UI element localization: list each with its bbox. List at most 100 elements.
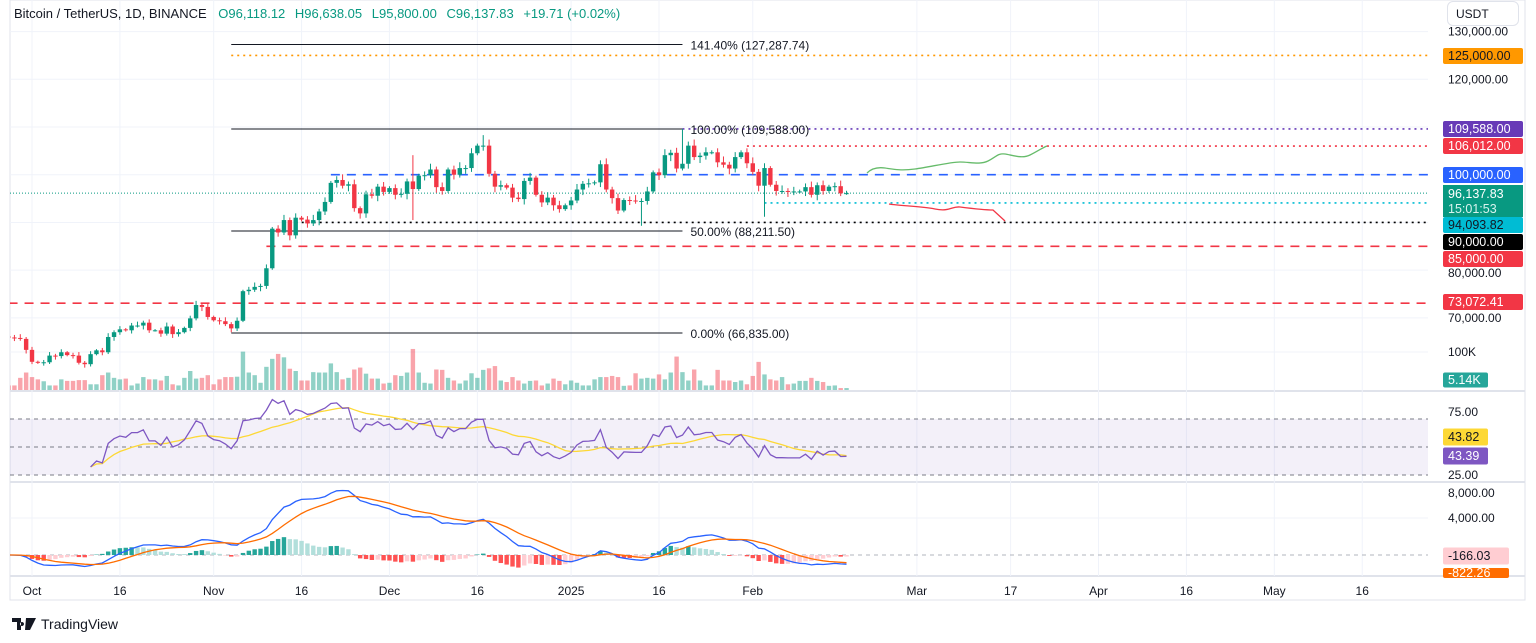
macd-histogram-bar	[680, 547, 685, 555]
candle	[170, 324, 175, 338]
candle-body	[258, 285, 263, 287]
candle	[135, 321, 140, 328]
candle	[100, 347, 105, 356]
volume-bar	[94, 384, 99, 390]
macd-histogram-bar	[691, 547, 697, 555]
candle-body	[117, 329, 123, 333]
volume-bar	[322, 372, 328, 390]
volume-bar	[645, 377, 650, 390]
candle-body	[463, 168, 468, 170]
candle-body	[563, 205, 568, 210]
candle	[410, 155, 416, 221]
candle	[398, 188, 404, 198]
x-tick-label: 16	[1180, 584, 1194, 598]
rsi-tag: 43.39	[1443, 447, 1488, 465]
currency-button[interactable]: USDT	[1447, 1, 1519, 26]
price-tag-bg	[1443, 167, 1523, 183]
price-tag: 90,000.00	[1443, 234, 1523, 250]
candle	[246, 286, 252, 295]
volume-bar	[639, 378, 644, 390]
volume-bar	[346, 377, 351, 390]
price-tag: 94,093.82	[1443, 217, 1523, 233]
candle	[551, 194, 556, 211]
price-tag-text: 100,000.00	[1448, 168, 1511, 182]
macd-histogram-bar	[785, 555, 791, 564]
volume-bar	[404, 372, 410, 390]
candle-body	[492, 173, 498, 187]
volume-bar	[76, 380, 82, 390]
volume-bar	[252, 375, 257, 390]
candle	[334, 176, 339, 188]
rsi-ma-line	[90, 407, 847, 468]
candle-body	[316, 211, 322, 221]
candle	[680, 128, 685, 171]
price-tag: 125,000.00	[1443, 48, 1523, 64]
candle-body	[457, 168, 462, 175]
candle	[275, 225, 281, 237]
macd-histogram-bar	[844, 555, 849, 557]
volume-bar	[410, 348, 416, 390]
volume-bar	[117, 379, 123, 390]
tradingview-logo[interactable]: TradingView	[12, 616, 118, 632]
candle-body	[12, 337, 17, 339]
candle-body	[785, 190, 791, 192]
candle	[76, 352, 82, 365]
volume-bar	[375, 378, 380, 390]
candle	[193, 300, 199, 321]
candle	[440, 182, 445, 195]
volume-bar	[727, 380, 732, 390]
candle-body	[791, 191, 796, 193]
price-tag: 85,000.00	[1443, 251, 1523, 267]
candle	[88, 351, 93, 367]
macd-histogram-bar	[809, 555, 814, 562]
volume-bar	[23, 372, 29, 390]
price-tag-text: 125,000.00	[1448, 49, 1511, 63]
macd-histogram-bar	[832, 555, 838, 557]
macd-histogram-bar	[815, 555, 820, 560]
candle-body	[275, 228, 281, 233]
candle	[469, 148, 474, 172]
candle	[574, 183, 580, 204]
macd-histogram-bar	[768, 555, 773, 562]
volume-bar	[627, 385, 632, 390]
volume-bar	[733, 382, 738, 390]
candle-body	[387, 188, 392, 192]
volume-bar	[551, 378, 556, 390]
volume-bar	[70, 380, 76, 390]
macd-histogram-bar	[779, 555, 785, 564]
macd-histogram-bar	[76, 555, 82, 558]
rsi-ma-tag: 43.82	[1443, 428, 1488, 446]
candle-body	[111, 332, 117, 337]
candle	[733, 152, 738, 173]
candle	[111, 330, 117, 341]
fib-level-label: 141.40% (127,287.74)	[690, 39, 809, 53]
rsi-ma-tag-text: 43.82	[1448, 430, 1479, 444]
candle	[838, 180, 843, 197]
volume-bar	[152, 379, 158, 390]
macd-histogram-bar	[70, 555, 76, 557]
candle-body	[357, 208, 363, 214]
candle	[252, 282, 257, 292]
macd-histogram-bar	[703, 548, 709, 555]
candle	[703, 147, 709, 160]
candle	[176, 329, 181, 337]
candle	[463, 165, 468, 174]
candle-body	[240, 291, 246, 321]
rsi-tag-text: 43.39	[1448, 449, 1479, 463]
candle-body	[598, 164, 603, 183]
candle-body	[193, 305, 199, 319]
candle	[217, 317, 222, 325]
volume-bar	[586, 385, 591, 390]
macd-histogram-bar	[797, 555, 802, 563]
volume-bar	[88, 384, 93, 390]
macd-tag-text: -166.03	[1448, 549, 1490, 563]
candle-body	[270, 228, 275, 269]
candle-body	[498, 185, 503, 187]
candle	[94, 349, 99, 356]
volume-bar	[416, 372, 421, 390]
candle-body	[334, 179, 339, 183]
macd-histogram-bar	[363, 555, 369, 560]
candle-body	[369, 194, 375, 196]
volume-bar	[398, 375, 404, 390]
